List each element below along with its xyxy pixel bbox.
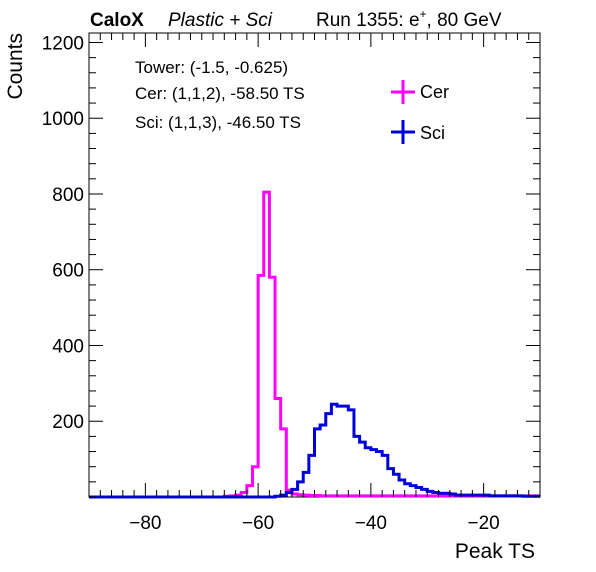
axis-ticks: −80 −60 −40 −20 200 400 600 800 1000 1200 [42,33,541,534]
y-tick-label: 1200 [42,33,84,54]
run-label: Run 1355: e+, 80 GeV [316,7,502,31]
y-tick-label: 200 [52,412,84,433]
sci-annotation: Sci: (1,1,3), -46.50 TS [135,113,301,132]
run-suffix: , 80 GeV [427,10,502,31]
x-axis-label: Peak TS [455,540,535,563]
legend-marker-cer [391,80,415,104]
y-tick-label: 600 [52,261,84,282]
y-tick-label: 800 [52,185,84,206]
run-sup: + [420,7,427,21]
x-tick-label: −60 [242,513,274,534]
x-tick-label: −40 [355,513,387,534]
cer-annotation: Cer: (1,1,2), -58.50 TS [135,84,305,103]
y-tick-label: 1000 [42,109,84,130]
series-sci-line [89,402,540,499]
y-tick-label: 400 [52,336,84,357]
x-tick-label: −20 [468,513,500,534]
brand-label: CaloX [90,10,144,31]
y-axis-label: Counts [4,33,27,100]
run-prefix: Run 1355: e [316,10,420,31]
series-layer [89,190,540,499]
config-label: Plastic + Sci [168,10,273,31]
legend-label-cer: Cer [420,82,449,102]
legend-marker-sci [391,120,415,144]
x-tick-label: −80 [129,513,161,534]
legend-label-sci: Sci [420,123,445,143]
tower-annotation: Tower: (-1.5, -0.625) [135,58,288,77]
legend: Cer Sci [391,80,449,144]
